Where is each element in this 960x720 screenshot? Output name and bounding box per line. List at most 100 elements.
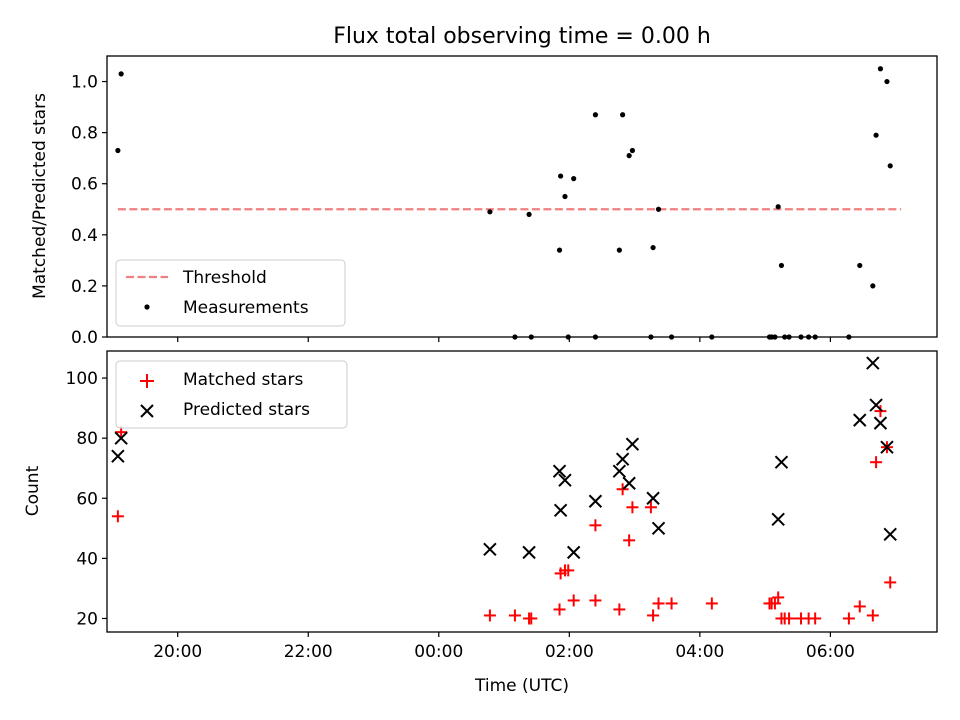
matched-star-point <box>842 612 855 625</box>
count-x-tick-label: 00:00 <box>414 642 463 662</box>
count-x-tick-label: 06:00 <box>806 642 855 662</box>
measurement-point <box>786 334 792 340</box>
measurement-point <box>616 247 622 253</box>
matched-star-point <box>866 609 879 622</box>
count-y-tick-label: 40 <box>76 549 98 569</box>
predicted-star-point <box>522 545 536 560</box>
measurement-point <box>668 334 675 340</box>
count-y-ticks: 20 40 60 80 100 <box>66 369 107 629</box>
x-axis-label: Time (UTC) <box>474 676 569 696</box>
predicted-star-point <box>622 476 636 490</box>
measurement-point <box>648 334 654 340</box>
measurement-point <box>528 334 534 340</box>
predicted-star-point <box>625 437 640 451</box>
legend-matched-swatch <box>140 374 154 388</box>
measurement-point <box>877 66 884 72</box>
count-x-tick-label: 20:00 <box>153 642 202 662</box>
count-y-tick-label: 80 <box>76 429 98 449</box>
ratio-y-tick-label: 0.2 <box>71 277 98 297</box>
legend-measurements-label: Measurements <box>183 298 309 318</box>
count-y-tick-label: 20 <box>76 609 98 629</box>
legend-measurements-swatch <box>144 304 150 310</box>
predicted-star-point <box>880 440 894 454</box>
predicted-star-point <box>566 545 581 560</box>
predicted-star-point <box>869 398 883 412</box>
predicted-star-point <box>866 356 880 370</box>
measurement-point <box>571 176 577 182</box>
predicted-star-point <box>558 473 572 487</box>
measurement-point <box>629 147 636 154</box>
predicted-star-point <box>553 503 568 517</box>
predicted-star-point <box>883 527 897 542</box>
ratio-y-ticks: 0.0 0.2 0.4 0.6 0.8 1.0 <box>71 73 107 348</box>
matched-star-point <box>647 609 660 622</box>
count-x-tick-label: 22:00 <box>284 642 333 662</box>
measurement-point <box>857 262 863 269</box>
matched-star-point <box>665 597 678 610</box>
matched-star-point <box>525 612 538 625</box>
matched-star-point <box>589 519 602 532</box>
count-plot-area <box>111 356 897 625</box>
predicted-star-point <box>114 431 128 445</box>
ratio-plot-area <box>115 66 902 340</box>
measurement-point <box>782 334 788 340</box>
count-legend-box <box>115 360 348 429</box>
matched-star-point <box>874 405 887 418</box>
matched-star-point <box>567 594 580 607</box>
predicted-star-point <box>651 521 666 536</box>
legend-predicted-swatch <box>140 404 154 418</box>
predicted-star-point <box>615 452 630 466</box>
measurement-point <box>620 112 626 118</box>
count-x-tick-label: 02:00 <box>545 642 594 662</box>
measurement-point <box>562 193 568 200</box>
measurement-point <box>655 206 662 212</box>
count-panel-frame <box>106 350 938 633</box>
matched-star-point <box>783 612 796 625</box>
predicted-star-point <box>646 491 660 505</box>
measurement-point <box>512 334 518 340</box>
matched-star-point <box>705 597 718 610</box>
matched-star-point <box>483 609 496 622</box>
measurement-point <box>870 283 876 289</box>
measurement-point <box>772 334 778 340</box>
count-y-tick-label: 60 <box>76 489 98 509</box>
measurement-point <box>884 78 890 85</box>
measurement-point <box>798 334 804 340</box>
count-legend: Matched stars Predicted stars <box>115 360 348 429</box>
matched-star-point <box>623 534 636 547</box>
measurement-point <box>526 211 532 217</box>
measurement-point <box>487 209 493 215</box>
matched-star-point <box>553 603 566 616</box>
measurement-point <box>709 334 715 340</box>
count-x-ticks: 20:00 22:00 00:00 02:00 04:00 06:00 <box>153 632 855 662</box>
matched-star-point <box>652 597 665 610</box>
legend-predicted-label: Predicted stars <box>183 400 310 420</box>
measurement-point <box>592 334 599 340</box>
ratio-legend: Threshold Measurements <box>115 259 346 327</box>
matched-star-point <box>508 609 521 622</box>
matched-star-point <box>589 594 602 607</box>
measurement-point <box>592 112 599 118</box>
ratio-panel: 0.0 0.2 0.4 0.6 0.8 1.0 Matched/Predicted sta… <box>30 55 938 348</box>
matched-star-point <box>616 483 629 496</box>
count-y-axis-label: Count <box>23 465 43 516</box>
predicted-star-point <box>588 494 603 508</box>
measurement-point <box>778 262 785 269</box>
matched-star-point <box>772 591 785 604</box>
matched-star-point <box>644 501 657 514</box>
measurement-point <box>650 244 656 251</box>
legend-matched-label: Matched stars <box>183 370 303 390</box>
measurement-point <box>118 71 124 77</box>
predicted-star-point <box>853 413 867 427</box>
matched-star-point <box>853 600 866 613</box>
predicted-star-point <box>771 512 785 527</box>
measurement-point <box>558 173 564 179</box>
measurement-point <box>626 153 632 159</box>
measurement-point <box>556 247 563 253</box>
matched-star-point <box>613 603 626 616</box>
measurement-point <box>806 334 812 340</box>
measurement-point <box>887 163 893 169</box>
matched-star-point <box>870 456 883 469</box>
measurement-point <box>115 147 121 154</box>
